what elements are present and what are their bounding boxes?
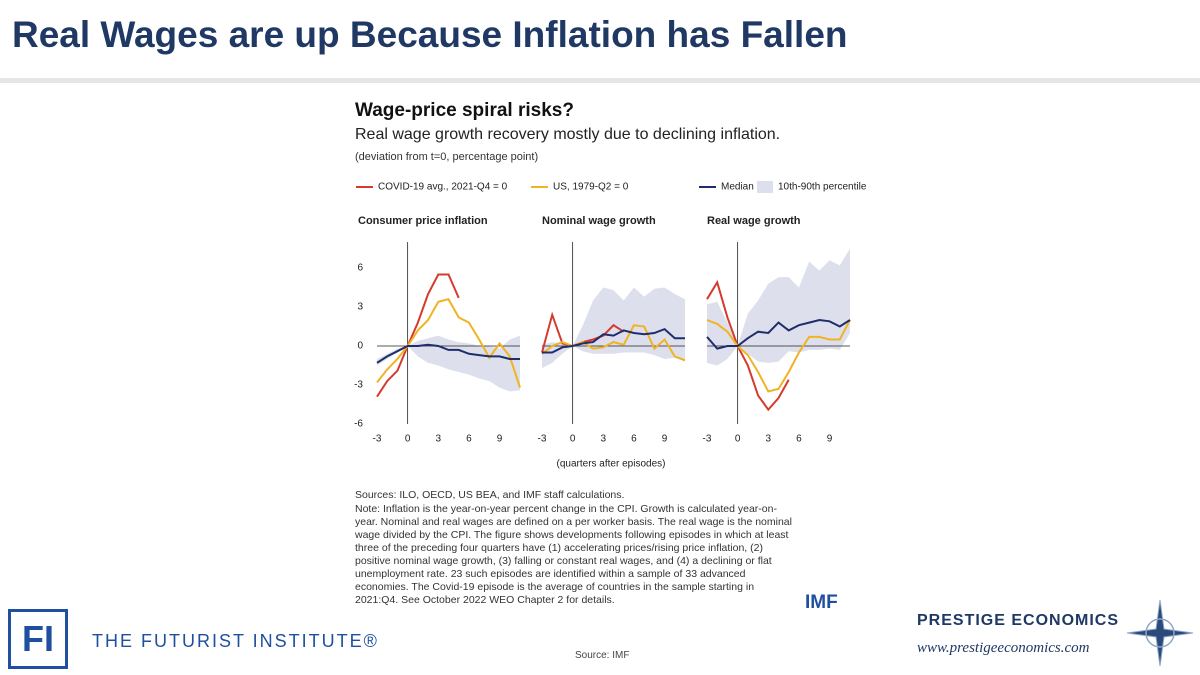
- series-line: [706, 318, 851, 350]
- slide-source: Source: IMF: [575, 650, 630, 661]
- prestige-economics: PRESTIGE ECONOMICS: [917, 612, 1120, 629]
- legend-label: US, 1979-Q2 = 0: [553, 182, 629, 193]
- series-line: [376, 343, 520, 364]
- x-tick-label: 3: [601, 434, 607, 445]
- percentile-band: [707, 248, 850, 366]
- title-rule: [0, 78, 1200, 83]
- compass-logo: [1126, 599, 1194, 667]
- x-tick-label: -3: [373, 434, 382, 445]
- figure-title: Wage-price spiral risks?: [355, 100, 574, 121]
- x-tick-label: 3: [436, 434, 442, 445]
- figure-subtitle: Real wage growth recovery mostly due to …: [355, 126, 781, 143]
- series-line: [542, 327, 685, 354]
- panel-title: Consumer price inflation: [358, 215, 488, 227]
- legend-swatch: [757, 181, 773, 193]
- legend-label: COVID-19 avg., 2021-Q4 = 0: [378, 182, 508, 193]
- note: Note: Inflation is the year-on-year perc…: [355, 503, 792, 606]
- series-line: [706, 319, 851, 393]
- x-tick-label: -3: [538, 434, 547, 445]
- percentile-band: [542, 287, 685, 369]
- x-tick-label: 9: [662, 434, 668, 445]
- x-tick-label: 6: [796, 434, 802, 445]
- legend-label: Median: [721, 182, 754, 193]
- y-tick-label: -3: [354, 380, 363, 391]
- y-tick-label: 3: [357, 302, 363, 313]
- series-line: [706, 279, 790, 412]
- x-tick-label: -3: [703, 434, 712, 445]
- fi-logo: FI: [8, 609, 68, 669]
- x-tick-label: 0: [735, 434, 741, 445]
- series-line: [541, 324, 686, 362]
- y-tick-label: 0: [357, 341, 363, 352]
- x-tick-label: 9: [827, 434, 833, 445]
- chart: (quarters after episodes) COVID-19 avg.,…: [354, 181, 867, 470]
- sources: Sources: ILO, OECD, US BEA, and IMF staf…: [355, 489, 625, 501]
- panel-title: Real wage growth: [707, 215, 801, 227]
- x-tick-label: 6: [631, 434, 637, 445]
- legend-label: 10th-90th percentile: [778, 182, 867, 193]
- y-tick-label: -6: [354, 419, 363, 430]
- x-axis-label: (quarters after episodes): [557, 459, 666, 470]
- x-tick-label: 9: [497, 434, 503, 445]
- panel-title: Nominal wage growth: [542, 215, 656, 227]
- futurist-institute: THE FUTURIST INSTITUTE®: [92, 631, 379, 651]
- x-tick-label: 0: [405, 434, 411, 445]
- series-line: [376, 273, 460, 398]
- x-tick-label: 0: [570, 434, 576, 445]
- x-tick-label: 3: [766, 434, 772, 445]
- series-line: [376, 298, 521, 388]
- figure-units: (deviation from t=0, percentage point): [355, 151, 539, 163]
- imf-logo: IMF: [805, 592, 838, 613]
- x-tick-label: 6: [466, 434, 472, 445]
- y-tick-label: 6: [357, 263, 363, 274]
- prestige-url: www.prestigeeconomics.com: [917, 640, 1090, 656]
- slide-title: Real Wages are up Because Inflation has …: [12, 14, 848, 55]
